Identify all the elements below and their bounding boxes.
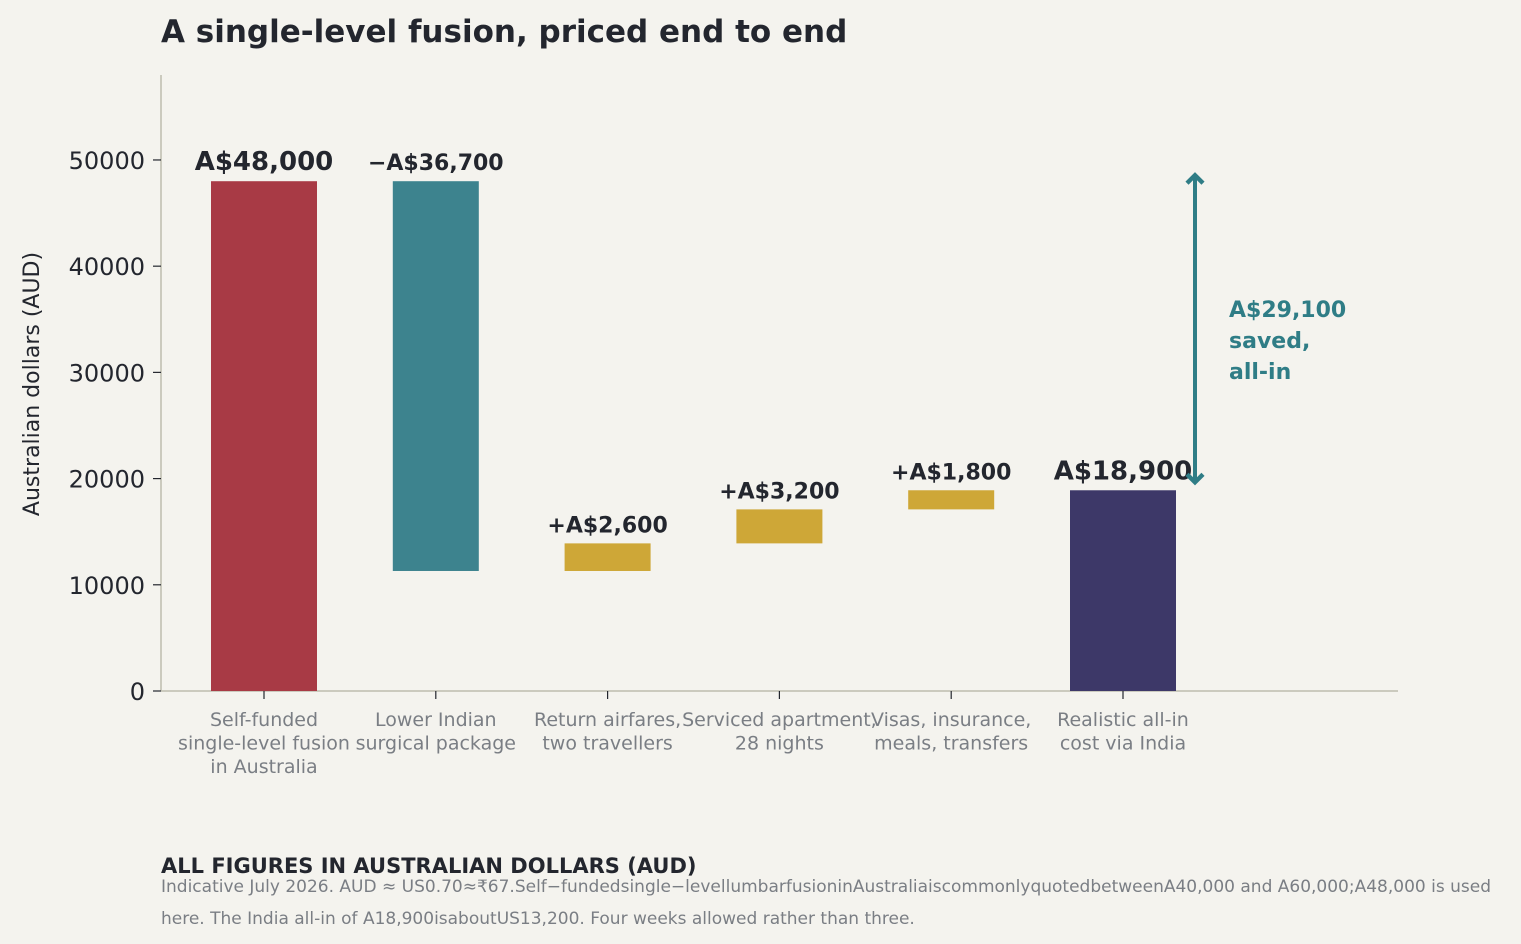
- x-tick-label: Return airfares, two travellers: [534, 709, 681, 755]
- bar-value-label: A$18,900: [1054, 456, 1193, 486]
- bar-4: [736, 509, 823, 544]
- y-axis-label: Australian dollars (AUD): [20, 252, 45, 516]
- bar-5: [908, 490, 995, 510]
- bar-1: [211, 181, 317, 691]
- footer-heading: ALL FIGURES IN AUSTRALIAN DOLLARS (AUD): [161, 854, 697, 878]
- category-labels: Self-funded single-level fusion in Austral…: [178, 691, 1189, 778]
- x-tick-label: Lower Indian surgical package: [356, 709, 516, 755]
- savings-annotation: A$29,100 saved, all-in: [1185, 172, 1346, 486]
- bar-value-label: A$48,000: [195, 147, 334, 177]
- x-tick-label: Serviced apartment, 28 nights: [682, 709, 877, 755]
- bar-value-label: +A$3,200: [719, 479, 839, 504]
- bar-3: [564, 543, 651, 571]
- bar-6: [1070, 490, 1176, 691]
- bar-value-label: −A$36,700: [368, 151, 504, 176]
- x-tick-label: Realistic all-in cost via India: [1057, 709, 1189, 755]
- bar-2: [392, 181, 479, 571]
- x-tick-label: Self-funded single-level fusion in Austral…: [178, 709, 350, 778]
- y-tick-label: 20000: [69, 466, 145, 494]
- bars: [211, 181, 1176, 691]
- x-tick-label: Visas, insurance, meals, transfers: [871, 709, 1031, 755]
- savings-annotation-text: A$29,100 saved, all-in: [1229, 298, 1346, 385]
- bar-value-label: +A$1,800: [891, 460, 1011, 485]
- value-labels: A$48,000 −A$36,700 +A$2,600 +A$3,200 +A$1,80…: [195, 147, 1193, 538]
- y-tick-label: 40000: [69, 253, 145, 281]
- y-tick-label: 50000: [69, 147, 145, 175]
- footer-note: Indicative July 2026. AUD ≈ US0.70≈₹67.S…: [161, 877, 1491, 929]
- bar-value-label: +A$2,600: [547, 513, 667, 538]
- y-tick-label: 30000: [69, 359, 145, 387]
- y-tick-label: 10000: [69, 572, 145, 600]
- y-tick-label: 0: [130, 678, 145, 706]
- chart-title: A single-level fusion, priced end to end: [161, 14, 848, 50]
